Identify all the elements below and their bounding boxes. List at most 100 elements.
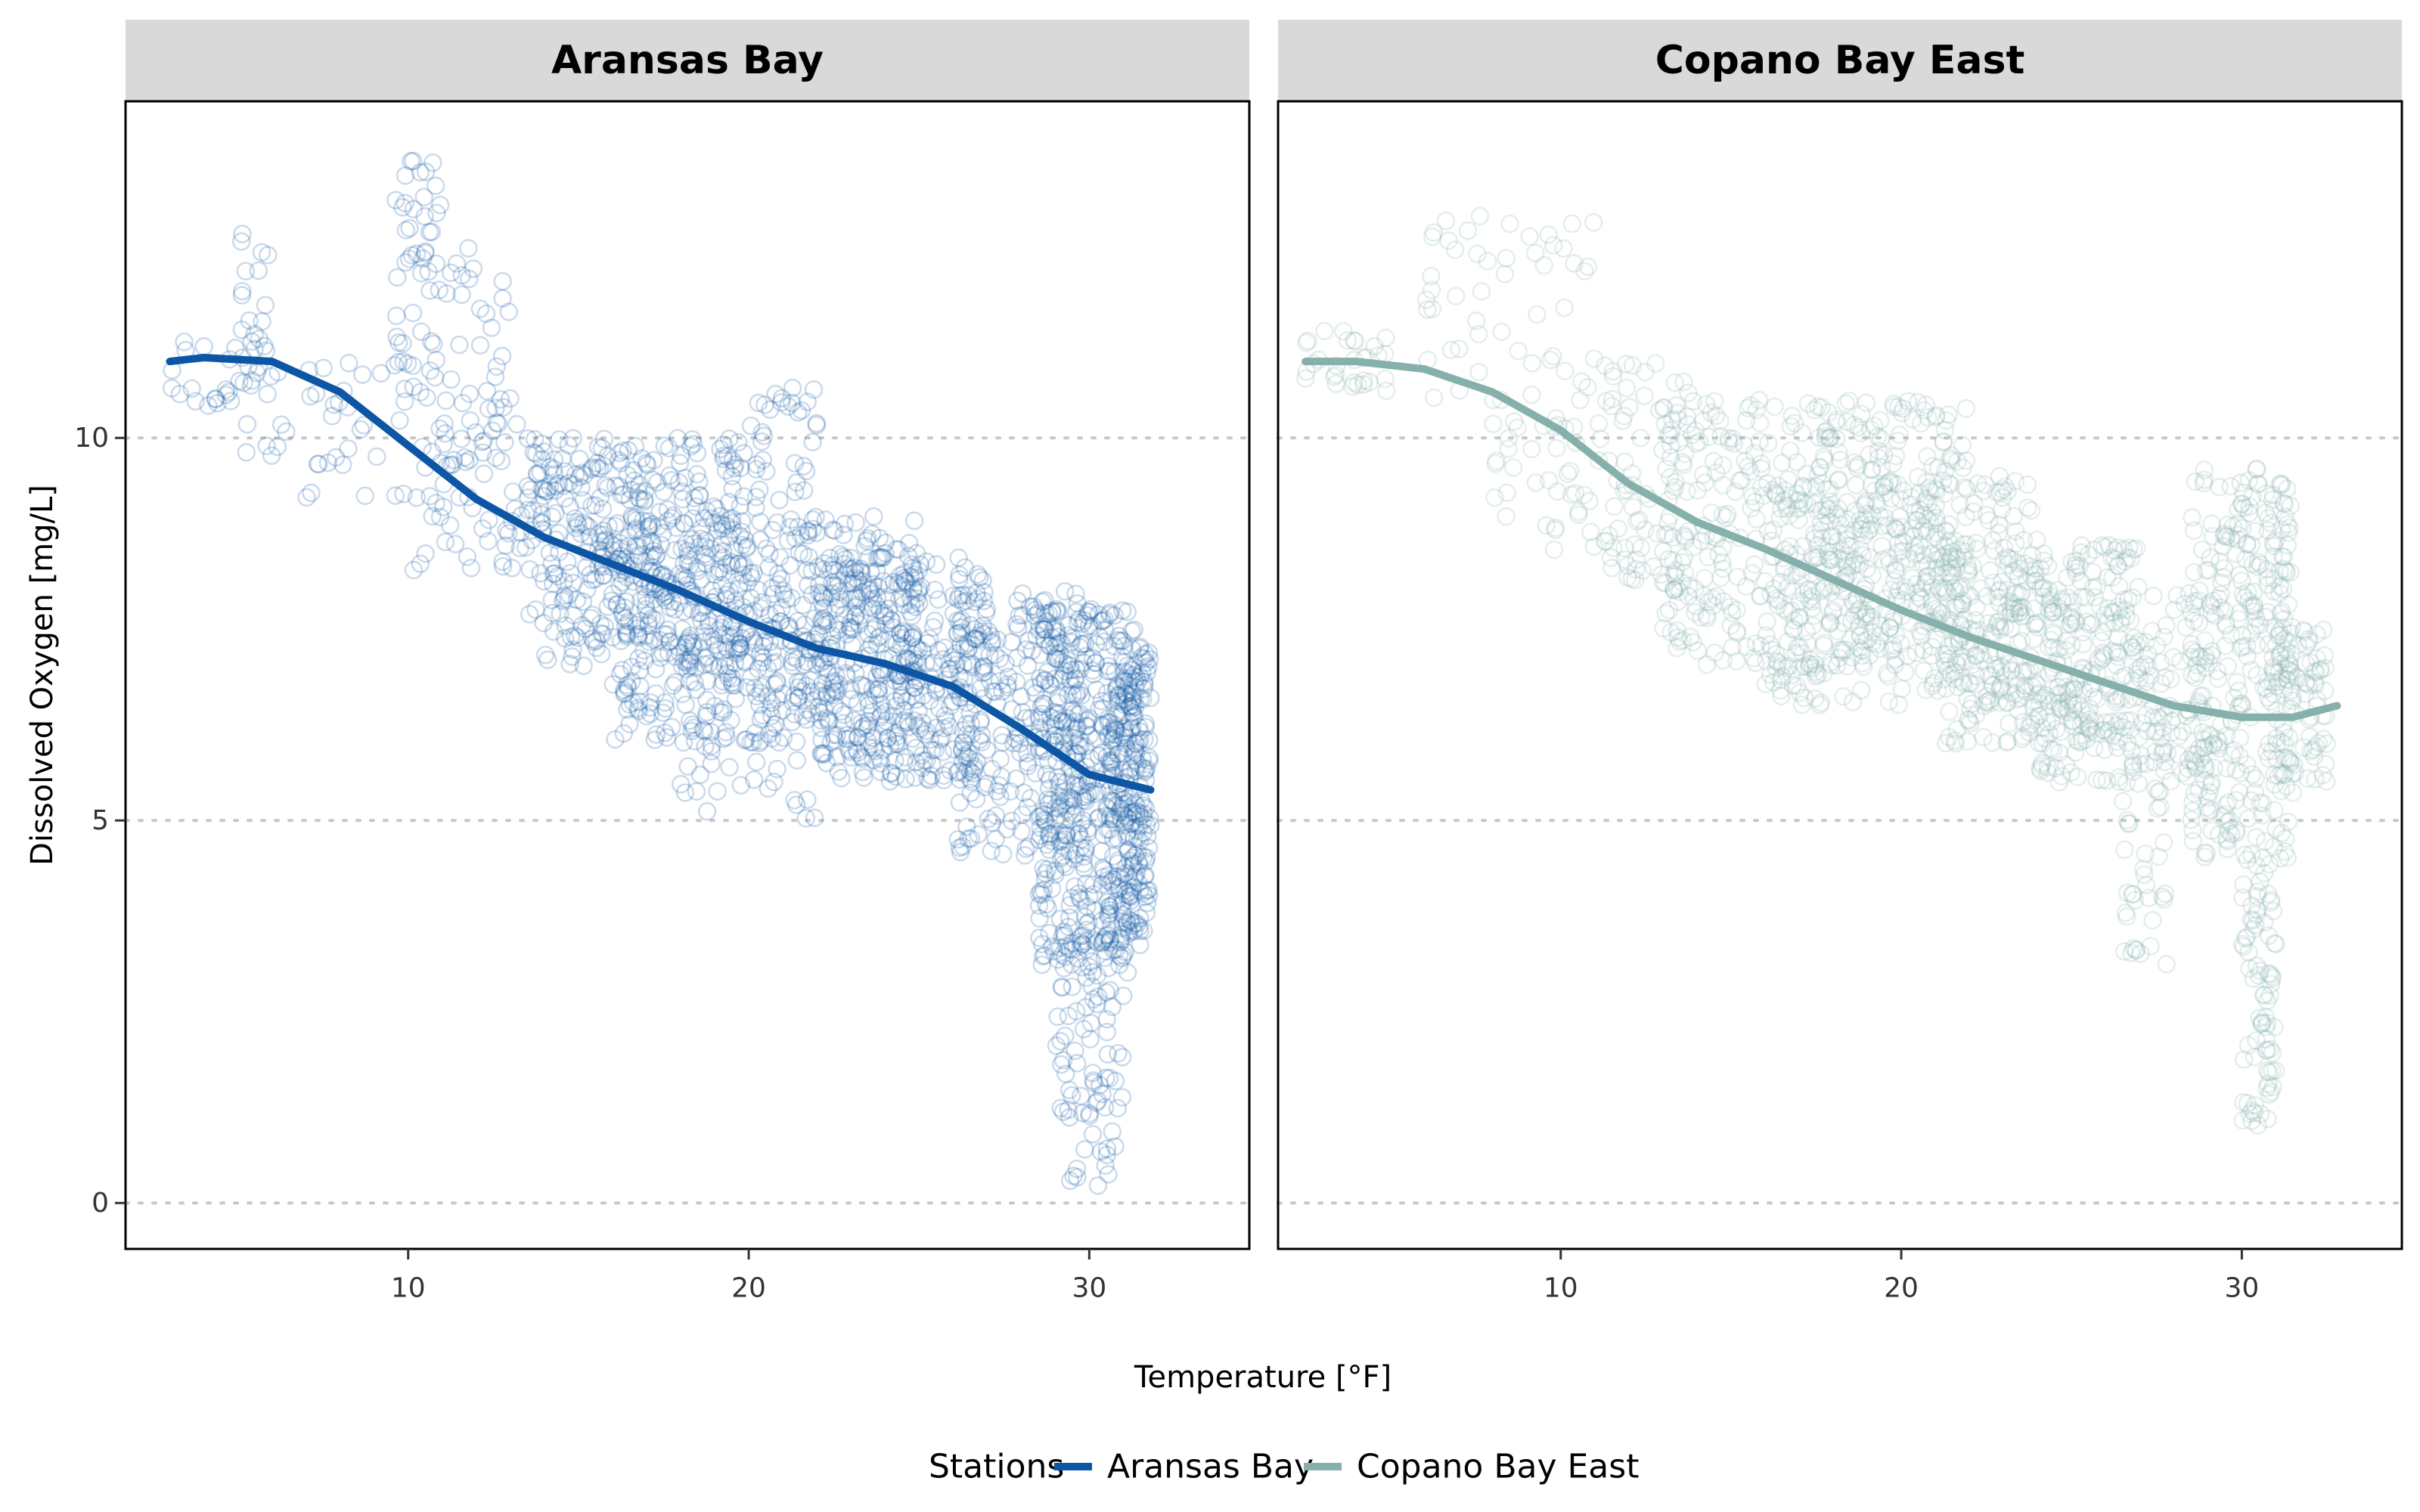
data-point [559,435,578,455]
data-point [563,429,582,448]
data-point [542,603,562,623]
data-point [848,588,867,608]
data-point [540,457,560,476]
data-point [949,548,968,568]
data-point [580,527,599,547]
data-point [411,383,430,402]
data-point [836,664,855,683]
data-point [1852,680,1871,700]
data-point [1055,581,1075,601]
data-point [1789,510,1808,530]
data-point [913,641,932,661]
data-point [636,596,656,615]
data-point [622,658,641,677]
data-point [712,676,731,695]
data-point [823,520,842,540]
data-point [894,569,914,588]
data-point [853,762,873,782]
data-point [1520,227,1539,246]
data-point [659,438,679,458]
legend-label-copano-bay-east: Copano Bay East [1357,1448,1639,1486]
data-point [693,633,712,652]
data-point [702,754,721,773]
data-point [1879,692,1899,711]
data-point [708,621,728,640]
data-point [526,444,546,463]
data-point [591,624,611,643]
data-point [807,523,826,543]
data-point [768,513,787,532]
data-point [741,733,760,752]
data-point [908,716,927,736]
data-point [742,568,761,587]
data-point [434,497,453,516]
data-point [594,566,613,585]
data-point [661,632,680,651]
data-point [588,437,608,457]
data-point [920,770,939,790]
data-point [613,441,632,460]
data-point [744,563,763,583]
data-point [603,627,622,647]
data-point [415,207,434,226]
data-point [768,689,786,708]
data-point [242,332,261,351]
data-point [1544,540,1564,559]
data-point [653,524,672,543]
data-point [818,684,837,704]
data-point [1469,362,1488,382]
data-point [690,486,709,505]
data-point [545,481,565,500]
data-point [716,625,735,645]
data-point [607,595,626,615]
data-point [722,673,742,692]
data-point [752,432,771,451]
data-point [1526,243,1545,262]
data-point [799,547,818,566]
data-point [396,253,415,272]
data-point [644,541,664,560]
data-point [591,531,610,551]
data-point [778,397,798,416]
data-point [242,371,262,390]
data-point [836,550,855,569]
data-point [1334,321,1353,341]
data-point [876,533,895,553]
data-point [651,648,670,668]
data-point [650,631,669,649]
data-point [692,570,711,589]
data-point [818,660,837,679]
data-point [395,392,414,411]
data-point [867,549,887,569]
data-point [615,683,634,702]
data-point [573,592,593,612]
data-point [641,547,660,566]
data-point [1446,287,1466,306]
data-point [206,389,225,408]
data-point [802,585,821,605]
data-point [629,628,648,647]
data-point [858,715,877,735]
data-point [615,680,634,700]
data-point [554,572,573,591]
data-point [570,449,589,469]
data-point [680,671,699,691]
data-point [734,487,753,506]
data-point [670,564,689,584]
data-point [308,454,327,474]
data-point [728,554,748,574]
data-point [354,416,374,435]
data-point [795,615,814,634]
data-point [492,451,511,471]
data-point [781,510,801,529]
data-point [681,653,700,672]
data-point [389,333,408,352]
data-point [1051,1032,1070,1051]
data-point [253,312,271,331]
data-point [486,367,505,386]
data-point [683,530,702,549]
data-point [897,574,917,593]
data-point [849,728,867,747]
data-point [249,261,268,280]
data-point [892,686,911,705]
